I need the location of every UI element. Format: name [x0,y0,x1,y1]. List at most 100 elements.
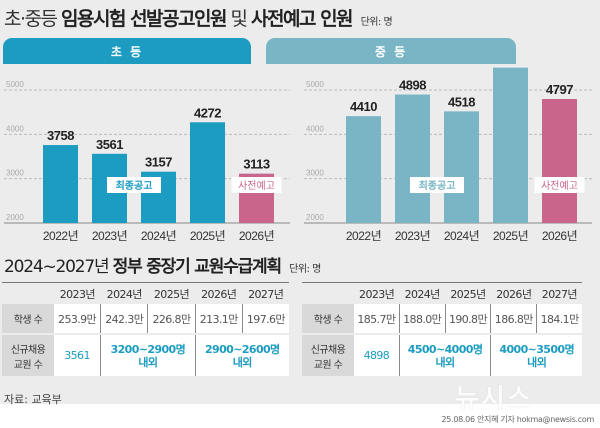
legend-pre-label: 사전예고 [541,180,578,192]
bar-value-label: 3758 [47,128,74,143]
bar-value-label: 4272 [194,105,221,120]
row-label-hires: 신규채용 교원 수 [2,334,54,376]
year-header: 2026년 [496,288,532,301]
row-label-hires-line2: 교원 수 [13,359,43,371]
x-tick-label: 2025년 [190,229,225,243]
bar-value-label: 4410 [350,99,377,114]
title-conj: 및 [230,8,248,30]
bar [43,145,78,223]
year-header: 2023년 [359,288,395,301]
hire-approx: 내외 [435,355,456,369]
students-cell: 253.9만 [54,304,101,334]
y-tick-label: 4000 [6,124,24,133]
title-main1: 임용시험 선발공고인원 [61,8,227,30]
plan-title-bold: 정부 중장기 교원수급계획 [112,257,282,277]
y-tick-label: 2000 [6,213,24,222]
elementary-plan-table: 2023년 2024년 2025년 2026년 2027년 학생 수 253.9… [2,282,289,376]
students-cell: 197.6만 [241,304,289,334]
x-tick-label: 2023년 [92,229,127,243]
bar [395,94,430,223]
hire-2024-2025: 4500~4000명 내외 [398,334,491,376]
credit-line: 25.08.06 안지혜 기자 hokma@newsis.com [441,415,595,424]
y-tick-label: 2000 [306,213,324,222]
title-unit: 단위: 명 [360,17,393,28]
row-label-hires: 신규채용 교원 수 [302,334,354,376]
legend-final-bg [410,177,464,193]
hire-range: 4000~3500명 [499,342,574,356]
row-label-hires-line1: 신규채용 [10,344,46,356]
bar [190,122,225,223]
students-cell: 188.0만 [398,304,446,334]
y-tick-label: 5000 [6,80,24,89]
legend-pre-bg [534,177,585,193]
students-cell: 185.7만 [354,304,400,334]
plan-title: 2024~2027년 정부 중장기 교원수급계획 단위: 명 [4,252,321,277]
bar-value-label: 4518 [448,94,475,109]
bar-value-label: 3561 [96,137,123,152]
row-label-hires-line1: 신규채용 [310,344,346,356]
year-header: 2023년 [59,288,96,301]
bar [346,116,381,223]
bar [493,67,528,223]
x-tick-label: 2022년 [346,229,381,243]
hire-2026-2027: 2900~2600명 내외 [194,334,289,376]
x-tick-label: 2023년 [395,229,430,243]
hire-range: 2900~2600명 [205,342,280,356]
y-tick-label: 3000 [6,169,24,178]
row-label-students: 학생 수 [2,304,54,334]
x-tick-label: 2024년 [444,229,479,243]
students-cell: 190.8만 [444,304,491,334]
bar-value-label: 3113 [243,157,269,172]
page-title: 초·중등 임용시험 선발공고인원 및 사전예고 인원 단위: 명 [4,4,393,31]
y-tick-label: 3000 [306,169,324,178]
elementary-tab: 초 등 [3,38,251,64]
title-prefix: 초·중등 [4,8,58,30]
legend-final-bg [107,177,161,193]
y-tick-label: 5000 [306,80,324,89]
hire-2024-2025: 3200~2900명 내외 [100,334,196,376]
legend-pre-bg [231,177,282,193]
year-header: 2025년 [450,288,486,301]
legend-final-label: 최종공고 [419,179,456,192]
secondary-plan-table: 2023년 2024년 2025년 2026년 2027년 학생 수 185.7… [302,282,582,376]
x-tick-label: 2025년 [493,229,528,243]
year-header: 2024년 [404,288,441,301]
bar-value-label: 4898 [399,78,426,93]
secondary-chart: 5000 4000 3000 2000 4410 2022년 4898 2023년 4518 20… [304,64,592,243]
hire-2023: 3561 [54,334,101,376]
hire-range: 3200~2900명 [110,342,186,356]
hire-2023: 4898 [354,334,400,376]
x-tick-label: 2026년 [542,229,577,243]
students-cell: 226.8만 [147,304,196,334]
year-header: 2027년 [248,288,284,301]
hire-2026-2027: 4000~3500명 내외 [490,334,582,376]
hire-range: 4500~4000명 [407,342,483,356]
bar [444,111,479,223]
legend-final-label: 최종공고 [116,179,153,192]
row-label-students: 학생 수 [302,304,354,334]
year-header: 2024년 [106,288,143,301]
students-cell: 186.8만 [490,304,537,334]
x-tick-label: 2022년 [43,229,78,243]
year-header: 2027년 [541,288,578,301]
source-note: 자료: 교육부 [4,393,62,406]
hire-approx: 내외 [232,355,253,369]
hire-approx: 내외 [138,355,158,369]
students-cell: 242.3만 [100,304,148,334]
secondary-tab: 중 등 [266,38,516,64]
row-label-hires-line2: 교원 수 [313,359,343,371]
y-tick-label: 4000 [306,124,324,133]
students-cell: 213.1만 [194,304,243,334]
plan-unit: 단위: 명 [289,264,321,275]
title-main2: 사전예고 인원 [251,8,354,30]
bar [542,98,577,223]
newsis-watermark-logo: 뉴시스 [455,384,533,414]
elementary-chart: 5000 4000 3000 2000 3758 2022년 3561 2023년 3157 20… [4,80,290,243]
students-cell: 184.1만 [536,304,582,334]
plan-title-light: 2024~2027년 [4,257,110,277]
x-tick-label: 2024년 [141,229,176,243]
bar-value-label: 4797 [546,82,573,97]
legend-pre-label: 사전예고 [238,180,275,192]
bar-value-label: 5504 [497,64,525,66]
bar-value-label: 3157 [145,155,172,170]
